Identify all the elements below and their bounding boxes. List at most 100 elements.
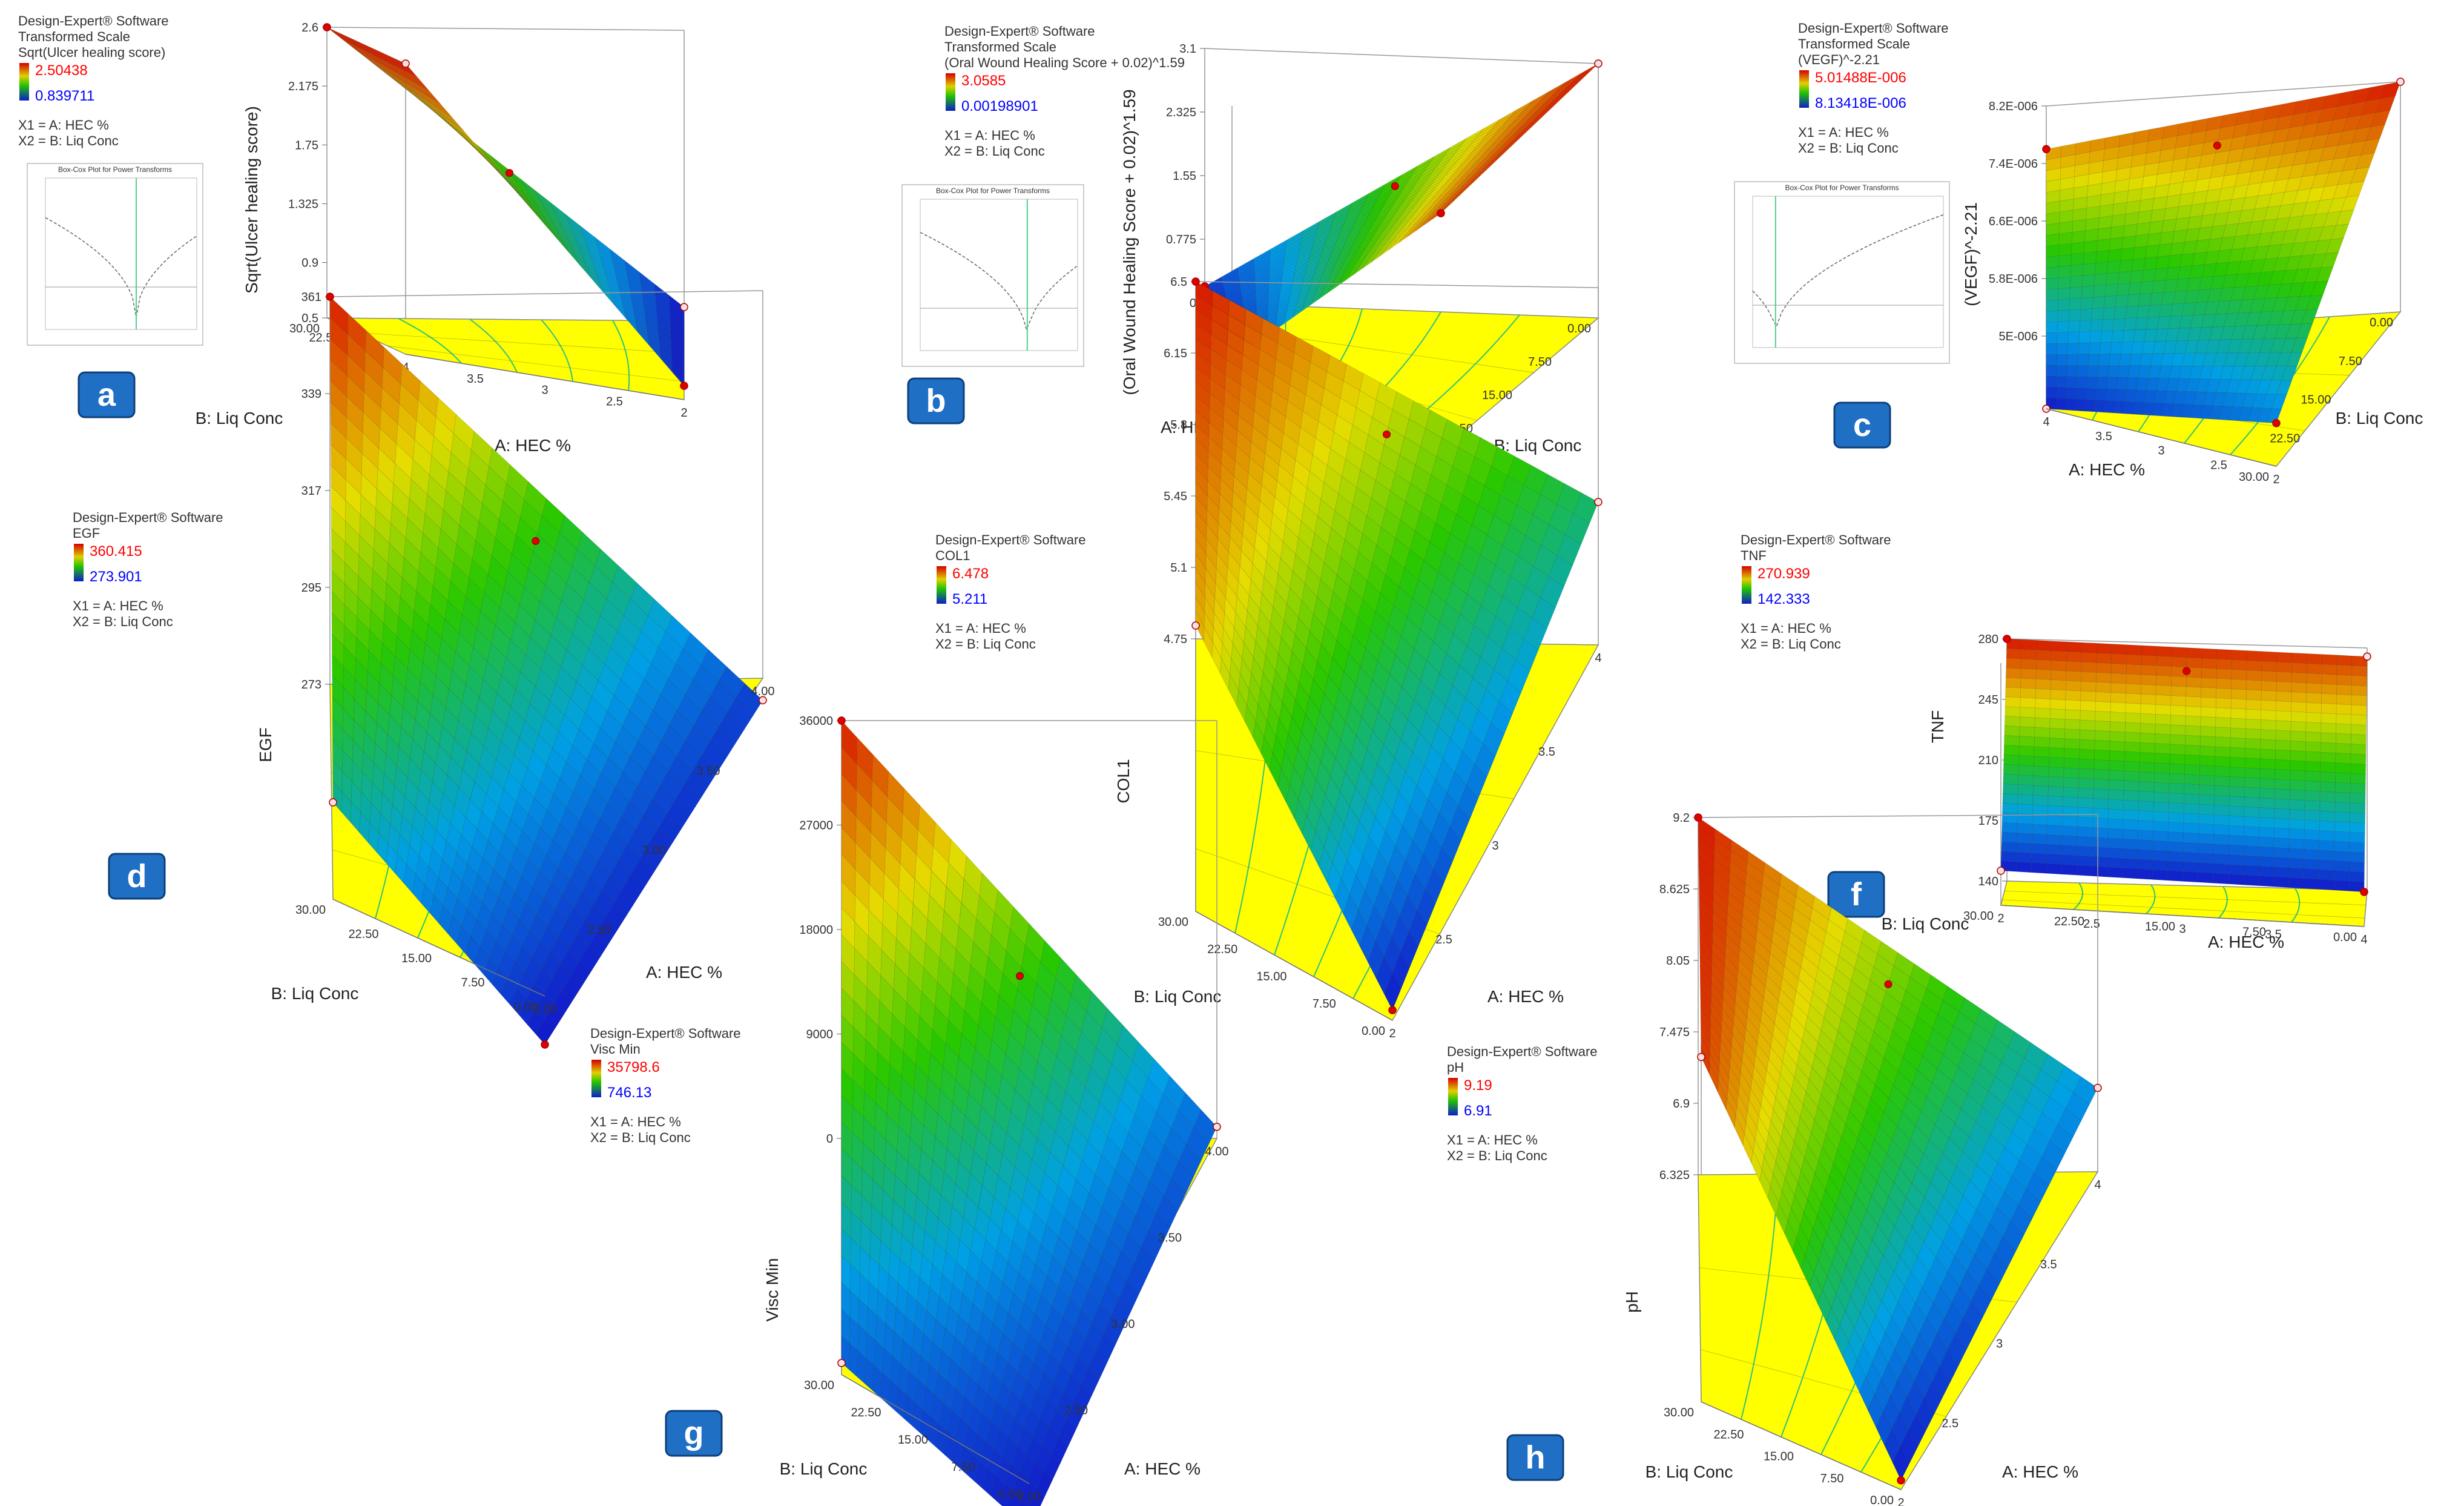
- surface-cell: [670, 333, 685, 351]
- surface-cell: [2322, 654, 2337, 665]
- surface-cell: [2046, 834, 2063, 846]
- surface-cell: [2003, 755, 2020, 766]
- surface-cell: [2109, 731, 2126, 742]
- surface-cell: [2244, 816, 2260, 828]
- surface-cell: [2184, 774, 2200, 785]
- surface-cell: [2261, 670, 2278, 682]
- surface-cell: [2320, 742, 2336, 753]
- surface-cell: [2046, 266, 2059, 279]
- surface-cell: [2156, 665, 2172, 676]
- surface-cell: [2244, 796, 2260, 808]
- surface-cell: [2093, 400, 2106, 413]
- surface-cell: [2245, 748, 2261, 759]
- surface-cell: [2051, 660, 2067, 672]
- surface-cell: [2034, 746, 2050, 758]
- surface-cell: [2141, 655, 2157, 666]
- surface-cell: [2051, 679, 2066, 691]
- surface-cell: [2094, 750, 2110, 761]
- panel-badge: [77, 371, 136, 418]
- surface-cell: [2216, 649, 2233, 660]
- surface-cell: [2138, 791, 2155, 802]
- surface-cell: [2084, 399, 2096, 412]
- surface-cell: [2017, 784, 2034, 796]
- surface-cell: [2049, 708, 2066, 720]
- surface-cell: [2094, 730, 2110, 742]
- surface-cell: [2201, 696, 2216, 708]
- surface-cell: [2109, 750, 2125, 762]
- design-point: [1191, 621, 1200, 630]
- design-point: [2396, 78, 2405, 86]
- factor-x1: X1 = A: HEC %: [590, 1114, 681, 1129]
- surface-cell: [2261, 661, 2278, 672]
- surface-cell: [2107, 260, 2121, 274]
- surface-cell: [2016, 852, 2032, 864]
- surface-cell: [2321, 664, 2337, 675]
- factor-x1: X1 = A: HEC %: [18, 117, 109, 133]
- surface-cell: [2122, 839, 2138, 850]
- surface-cell: [2273, 867, 2289, 878]
- x-tick-label: 3.50: [1158, 1232, 1182, 1245]
- surface-cell: [2291, 682, 2307, 693]
- z-tick-label: 2.175: [288, 80, 318, 93]
- surface-cell: [2058, 276, 2071, 289]
- boxcox-frame: [27, 163, 203, 346]
- factor-x2: X2 = B: Liq Conc: [590, 1130, 691, 1145]
- surface-cell: [2351, 724, 2367, 736]
- surface-cell: [2080, 690, 2097, 702]
- floor-grid-line: [359, 332, 685, 354]
- surface-cell: [2321, 732, 2336, 744]
- surface-cell: [2058, 232, 2073, 245]
- surface-cell: [2303, 878, 2319, 890]
- surface-cell: [2123, 809, 2139, 821]
- response-surface: [329, 296, 763, 1045]
- surface-cell: [670, 317, 685, 334]
- y-tick-label: 15.00: [898, 1433, 928, 1447]
- surface-cell: [2004, 725, 2020, 737]
- surface-cell: [2261, 651, 2278, 662]
- design-point: [1437, 209, 1445, 217]
- surface-plot: 00.7751.552.3253.143.532.5230.0022.5015.…: [1120, 42, 1603, 471]
- legend-low-value: 5.211: [952, 591, 987, 607]
- surface-cell: [2261, 680, 2277, 692]
- surface-cell: [2273, 876, 2289, 888]
- surface-cell: [2112, 318, 2126, 331]
- surface-cell: [2124, 770, 2140, 782]
- surface-cell: [2231, 669, 2247, 681]
- surface-cell: [2321, 683, 2337, 695]
- surface-cell: [2171, 656, 2187, 668]
- surface-cell: [2172, 647, 2187, 658]
- surface-cell: [2046, 863, 2062, 875]
- scale-note: Transformed Scale: [1798, 36, 1910, 51]
- boxcox-curve: [45, 217, 197, 318]
- surface-cell: [2104, 283, 2118, 297]
- surface-cell: [2167, 831, 2184, 843]
- surface-cell: [2261, 690, 2277, 701]
- surface-cell: [2109, 237, 2124, 251]
- surface-cell: [2140, 186, 2156, 201]
- surface-cell: [2079, 320, 2092, 332]
- surface-cell: [2186, 657, 2202, 669]
- surface-cell: [2231, 689, 2247, 700]
- surface-cell: [2020, 668, 2037, 679]
- surface-cell: [2081, 652, 2097, 663]
- surface-cell: [2213, 805, 2230, 816]
- surface-cell: [2185, 715, 2201, 727]
- surface-cell: [2031, 862, 2047, 874]
- surface-cell: [2092, 296, 2106, 309]
- surface-cell: [2305, 722, 2322, 733]
- surface-cell: [2081, 285, 2095, 299]
- surface-cell: [2057, 309, 2070, 322]
- surface-cell: [2085, 388, 2097, 401]
- surface-cell: [2066, 376, 2078, 389]
- surface-cell: [2047, 796, 2064, 807]
- surface-cell: [2018, 736, 2035, 747]
- surface-cell: [2288, 838, 2305, 850]
- surface-cell: [2232, 649, 2248, 661]
- surface-cell: [2261, 710, 2277, 721]
- surface-cell: [2086, 206, 2101, 220]
- surface-cell: [2214, 795, 2230, 807]
- scale-note: Transformed Scale: [944, 39, 1056, 54]
- surface-cell: [2305, 761, 2321, 772]
- surface-cell: [2113, 190, 2129, 205]
- surface-cell: [2331, 223, 2350, 240]
